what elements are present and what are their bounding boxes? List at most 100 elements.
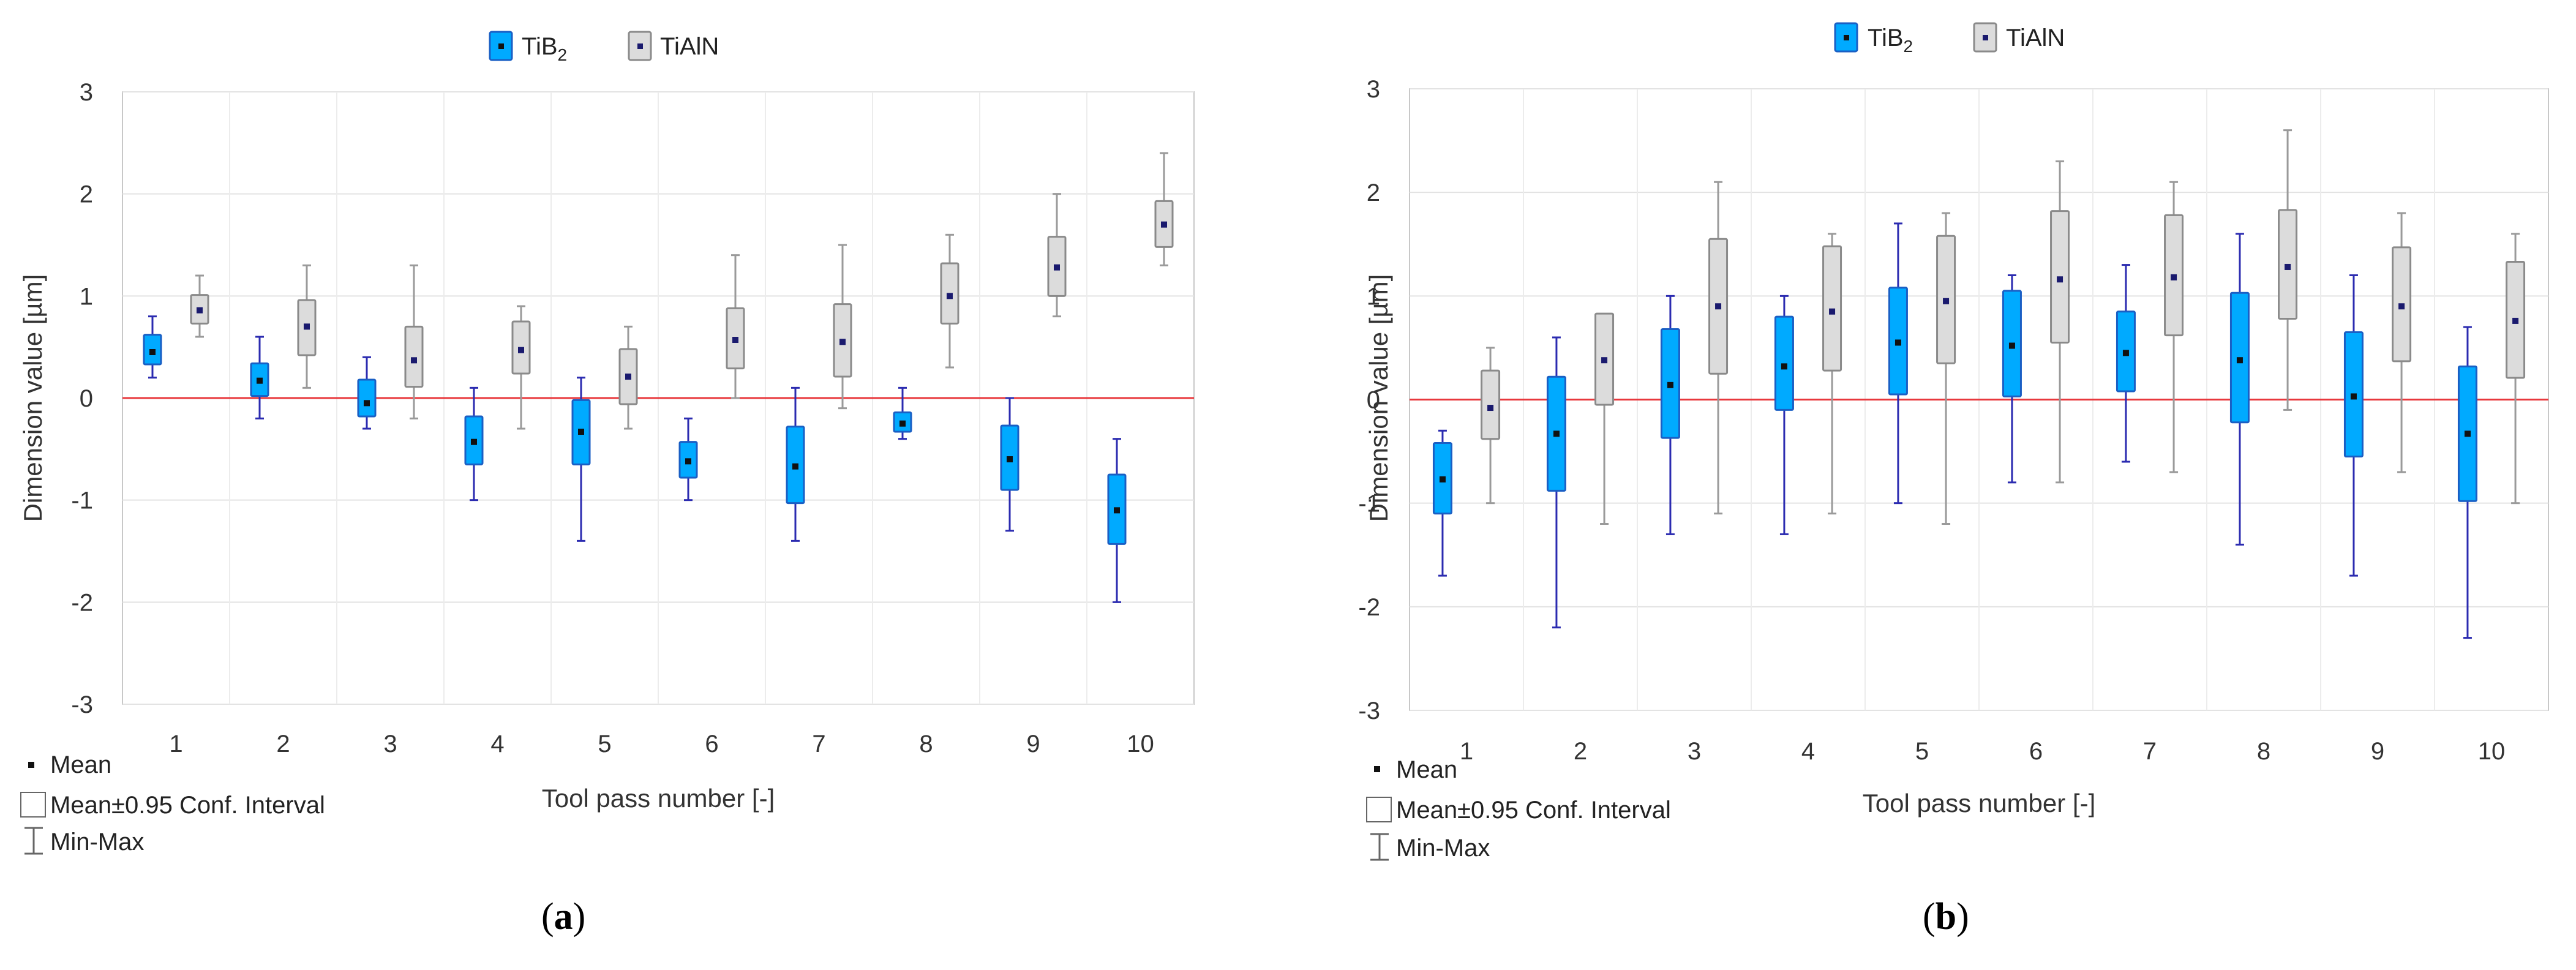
ci-box-tialn-b	[1822, 245, 1842, 372]
mean-marker-tib2-b	[1781, 363, 1787, 370]
y-tick-label-a: 2	[80, 181, 93, 208]
caption-open-a: (	[541, 896, 554, 938]
mean-marker-tialn-a	[518, 347, 524, 353]
y-tick-label-a: 3	[80, 79, 93, 106]
box-tialn-1-b	[1481, 347, 1501, 505]
box-tib2-10-a	[1107, 438, 1127, 603]
mean-marker-tib2-a	[364, 400, 370, 407]
y-tick-label-a: -1	[71, 487, 93, 514]
box-tib2-2-a	[250, 336, 269, 419]
y-tick-label-b: 0	[1367, 387, 1380, 414]
box-tib2-8-b	[2229, 233, 2250, 546]
mean-marker-tib2-a	[1114, 507, 1120, 514]
box-tib2-8-a	[893, 386, 912, 440]
box-tib2-7-a	[786, 386, 805, 542]
mean-marker-tialn-a	[304, 323, 310, 330]
mean-marker-tialn-a	[411, 357, 417, 364]
mean-marker-tib2-a	[685, 458, 691, 465]
x-tick-label-a: 6	[705, 731, 718, 758]
mean-marker-tialn-a	[197, 307, 203, 314]
box-tialn-4-b	[1822, 233, 1842, 515]
box-tialn-3-b	[1708, 181, 1729, 515]
legend-label-tialn-b: TiAlN	[2006, 24, 2065, 51]
mean-marker-tib2-a	[792, 463, 798, 470]
mean-marker-tib2-a	[257, 377, 263, 384]
box-tialn-8-b	[2278, 129, 2298, 411]
y-tick-label-b: 2	[1367, 179, 1380, 206]
y-tick-label-a: -3	[71, 691, 93, 718]
box-tialn-9-a	[1047, 193, 1067, 318]
ci-box-tib2-b	[1774, 315, 1794, 411]
box-tialn-4-a	[511, 305, 531, 430]
ci-box-tialn-b	[1481, 369, 1501, 440]
x-tick-label-a: 5	[598, 731, 611, 758]
box-tialn-5-b	[1936, 212, 1956, 525]
box-tialn-1-a	[190, 274, 209, 338]
x-ticks-a: 1 2 3 4 5 6 7 8 9 10	[169, 731, 1154, 758]
mean-marker-tib2-a	[471, 438, 477, 445]
x-tick-label-b: 1	[1460, 738, 1473, 765]
box-tialn-10-b	[2506, 233, 2526, 505]
box-tib2-6-b	[2002, 274, 2022, 484]
mean-marker-tialn-a	[625, 374, 631, 380]
mean-marker-tib2-b	[1439, 476, 1446, 483]
mean-marker-tialn-b	[2285, 263, 2291, 270]
legend-item-tib2-a: TiB2	[489, 31, 567, 64]
key-mean-label-b: Mean	[1396, 756, 1457, 783]
mean-marker-tib2-a	[578, 429, 584, 435]
ci-box-tib2-a	[357, 378, 377, 418]
y-tick-label-a: 0	[80, 385, 93, 412]
mean-marker-tialn-b	[1715, 303, 1722, 310]
legend-item-tib2-b: TiB2	[1834, 22, 1913, 56]
x-tick-label-a: 4	[490, 731, 504, 758]
mean-marker-tialn-b	[1943, 298, 1950, 304]
mean-marker-tialn-b	[2398, 303, 2405, 310]
y-ticks-b: -3 -2 -1 0 1 2 3	[1358, 76, 1380, 724]
panel-caption-b: (b)	[1923, 895, 1969, 939]
box-tib2-3-a	[357, 356, 377, 430]
key-minmax-label-b: Min-Max	[1396, 835, 1490, 862]
box-tib2-1-b	[1432, 429, 1452, 577]
x-tick-label-b: 3	[1688, 738, 1701, 765]
y-tick-label-b: 1	[1367, 283, 1380, 310]
legend-mean-dot-tib2-b	[1844, 35, 1849, 40]
caption-close-a: )	[573, 896, 586, 938]
x-tick-label-a: 1	[169, 731, 182, 758]
caption-close-b: )	[1956, 896, 1969, 938]
mean-marker-tialn-b	[1601, 357, 1608, 364]
box-tib2-10-b	[2457, 326, 2477, 639]
box-tialn-10-a	[1154, 152, 1174, 266]
mean-marker-tib2-a	[899, 420, 906, 427]
box-tialn-2-a	[297, 264, 317, 389]
x-tick-label-a: 9	[1026, 731, 1040, 758]
x-tick-label-b: 6	[2029, 738, 2043, 765]
mean-marker-tialn-b	[1487, 405, 1494, 412]
x-tick-label-a: 8	[919, 731, 933, 758]
box-tialn-6-a	[726, 254, 745, 399]
key-ci-marker-a	[20, 792, 46, 818]
box-tialn-7-b	[2164, 181, 2184, 473]
x-axis-label-a: Tool pass number [-]	[542, 784, 775, 813]
key-ci-marker-b	[1366, 797, 1392, 822]
x-tick-label-a: 2	[276, 731, 290, 758]
box-tib2-5-a	[571, 377, 591, 542]
mean-marker-tialn-a	[947, 293, 953, 299]
legend-b: TiB2 TiAlN	[1834, 22, 2065, 56]
y-axis-label-b: Dimension value [µm]	[1364, 274, 1393, 522]
legend-label-tialn-a: TiAlN	[660, 33, 719, 60]
x-tick-label-b: 5	[1915, 738, 1929, 765]
x-tick-label-b: 8	[2257, 738, 2270, 765]
box-tialn-2-b	[1594, 312, 1615, 525]
mean-marker-tialn-a	[732, 337, 738, 343]
caption-letter-b: b	[1935, 896, 1957, 938]
x-tick-label-b: 2	[1574, 738, 1587, 765]
x-tick-label-b: 10	[2478, 738, 2506, 765]
mean-marker-tib2-b	[1667, 382, 1673, 388]
box-tialn-7-a	[833, 244, 852, 410]
mean-marker-tib2-b	[1894, 339, 1901, 346]
x-tick-label-b: 9	[2371, 738, 2384, 765]
key-b: Mean Mean±0.95 Conf. Interval Min-Max	[1366, 756, 1671, 862]
box-tib2-2-b	[1546, 336, 1566, 629]
x-tick-label-b: 7	[2143, 738, 2157, 765]
box-tialn-8-a	[940, 233, 959, 369]
